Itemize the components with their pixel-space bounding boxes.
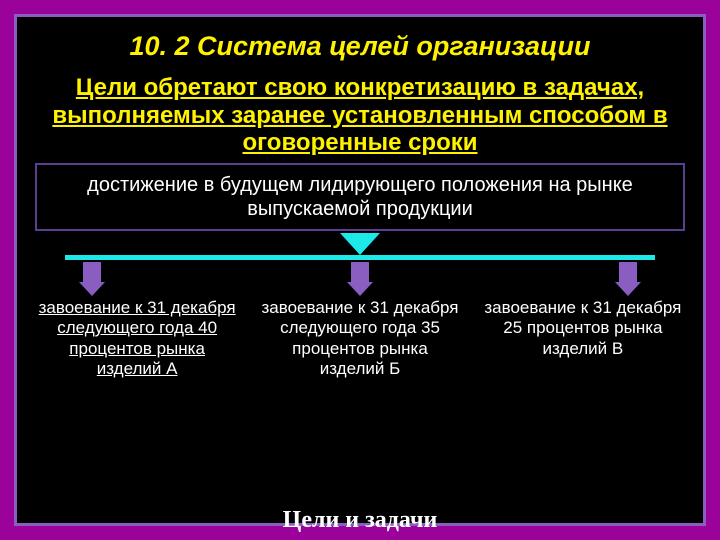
column-goal: завоевание к 31 декабря 25 процентов рын… (483, 298, 683, 380)
slide-title: 10. 2 Система целей организации (31, 31, 689, 62)
slide-subtitle: Цели обретают свою конкретизацию в задач… (31, 74, 689, 157)
main-goal-text: достижение в будущем лидирующего положен… (49, 173, 671, 221)
main-goal-box: достижение в будущем лидирующего положен… (35, 163, 685, 231)
horizontal-connector (65, 255, 655, 260)
arrow-down-icon (340, 233, 380, 255)
column-goal: завоевание к 31 декабря следующего года … (37, 298, 237, 380)
branch-arrow-icon (347, 262, 373, 296)
small-arrow-row (31, 262, 689, 296)
inner-frame: 10. 2 Система целей организации Цели обр… (14, 14, 706, 526)
slide: 10. 2 Система целей организации Цели обр… (0, 0, 720, 540)
column-goal: завоевание к 31 декабря следующего года … (260, 298, 460, 380)
branch-arrow-icon (615, 262, 641, 296)
footer-caption: Цели и задачи (0, 507, 720, 534)
columns-row: завоевание к 31 декабря следующего года … (31, 298, 689, 380)
branch-arrow-icon (79, 262, 105, 296)
